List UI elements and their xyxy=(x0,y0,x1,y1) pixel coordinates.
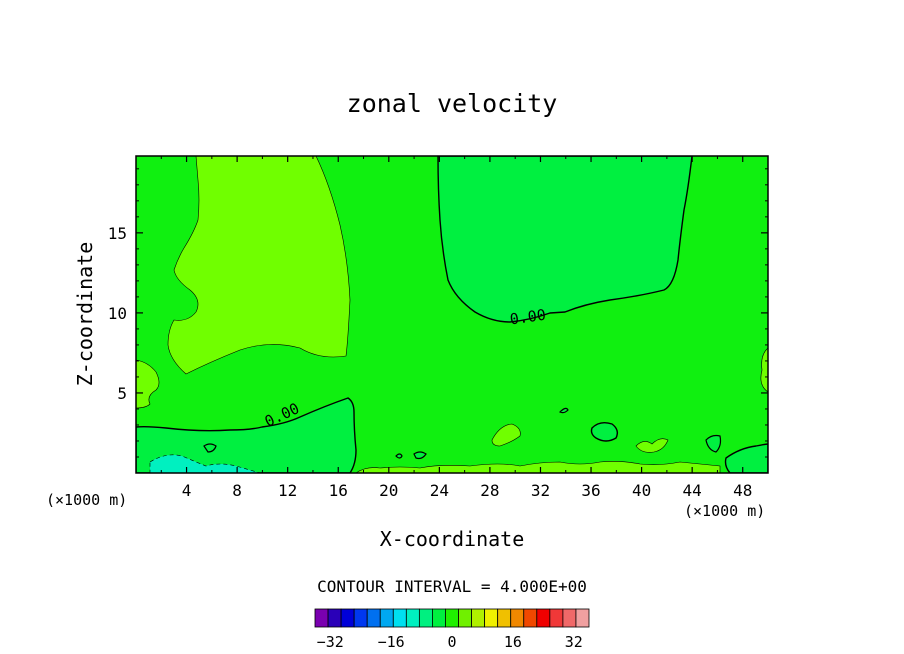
colorbar-swatch xyxy=(484,608,499,628)
colorbar-tick-label: 16 xyxy=(504,633,522,651)
colorbar-swatch xyxy=(314,608,329,628)
colorbar-tick-label: −16 xyxy=(378,633,405,651)
x-tick-label: 28 xyxy=(480,481,499,500)
colorbar-tick-label: 32 xyxy=(565,633,583,651)
x-tick-label: 40 xyxy=(632,481,651,500)
strip-positive-bottom xyxy=(355,461,721,473)
region-negative-blob-48 xyxy=(724,443,768,473)
plot-frame xyxy=(135,155,769,474)
region-positive-left-edge xyxy=(136,359,160,409)
colorbar-swatch xyxy=(523,608,538,628)
colorbar: −32 −16 0 16 32 xyxy=(314,608,590,651)
chart-title: zonal velocity xyxy=(347,89,558,118)
region-negative-blob-20 xyxy=(395,453,403,459)
colorbar-swatch xyxy=(536,608,551,628)
region-positive-upper-left xyxy=(167,156,351,375)
region-positive-blob-42 xyxy=(635,438,669,453)
colorbar-swatch xyxy=(418,608,433,628)
x-tick-label: 8 xyxy=(232,481,242,500)
colorbar-swatch xyxy=(405,608,420,628)
contour-interval-text: CONTOUR INTERVAL = 4.000E+00 xyxy=(317,577,587,596)
colorbar-swatch xyxy=(392,608,407,628)
colorbar-swatch xyxy=(549,608,564,628)
colorbar-swatch xyxy=(510,608,525,628)
plot-area xyxy=(136,156,768,473)
region-positive-blob-28 xyxy=(491,423,521,447)
colorbar-swatch xyxy=(458,608,472,628)
region-negative-blob-32 xyxy=(558,407,569,414)
x-tick-label: 44 xyxy=(683,481,702,500)
region-negative-lower-left xyxy=(136,397,357,473)
x-tick-label: 32 xyxy=(531,481,550,500)
region-cyan-near-surface xyxy=(149,454,261,473)
region-negative-blob-45 xyxy=(705,434,722,453)
x-tick-label: 24 xyxy=(430,481,449,500)
x-tick-label: 36 xyxy=(581,481,600,500)
colorbar-swatch xyxy=(366,608,381,628)
region-negative-blob-23 xyxy=(413,451,427,460)
colorbar-swatch xyxy=(575,608,590,628)
y-axis-label: Z-coordinate xyxy=(73,242,97,387)
x-unit-label-right: (×1000 m) xyxy=(684,502,765,520)
colorbar-swatch xyxy=(497,608,512,628)
region-negative-blob-6 xyxy=(203,443,217,453)
x-tick-label: 16 xyxy=(329,481,348,500)
colorbar-swatch xyxy=(327,608,342,628)
colorbar-swatch xyxy=(432,608,446,628)
x-axis-label: X-coordinate xyxy=(380,527,525,551)
contour-label: 0.00 xyxy=(509,306,547,329)
x-axis: 4 8 12 16 20 24 28 32 36 40 44 48 xyxy=(160,156,752,500)
colorbar-swatch xyxy=(471,608,486,628)
x-tick-label: 48 xyxy=(733,481,752,500)
colorbar-swatch xyxy=(562,608,577,628)
region-positive-right-edge xyxy=(760,347,768,393)
y-tick-label: 10 xyxy=(108,304,127,323)
x-tick-label: 4 xyxy=(182,481,192,500)
y-tick-label: 5 xyxy=(117,384,127,403)
x-unit-label-left: (×1000 m) xyxy=(46,491,127,509)
region-negative-blob-36 xyxy=(590,421,619,442)
colorbar-swatch xyxy=(445,608,459,628)
x-tick-label: 20 xyxy=(379,481,398,500)
colorbar-swatch xyxy=(353,608,368,628)
region-negative-upper-right xyxy=(437,156,693,323)
y-tick-label: 15 xyxy=(108,224,127,243)
colorbar-tick-label: 0 xyxy=(447,633,456,651)
colorbar-swatch xyxy=(379,608,394,628)
colorbar-tick-label: −32 xyxy=(317,633,344,651)
y-axis: 5 10 15 xyxy=(108,168,768,458)
colorbar-swatch xyxy=(340,608,355,628)
x-tick-label: 12 xyxy=(278,481,297,500)
